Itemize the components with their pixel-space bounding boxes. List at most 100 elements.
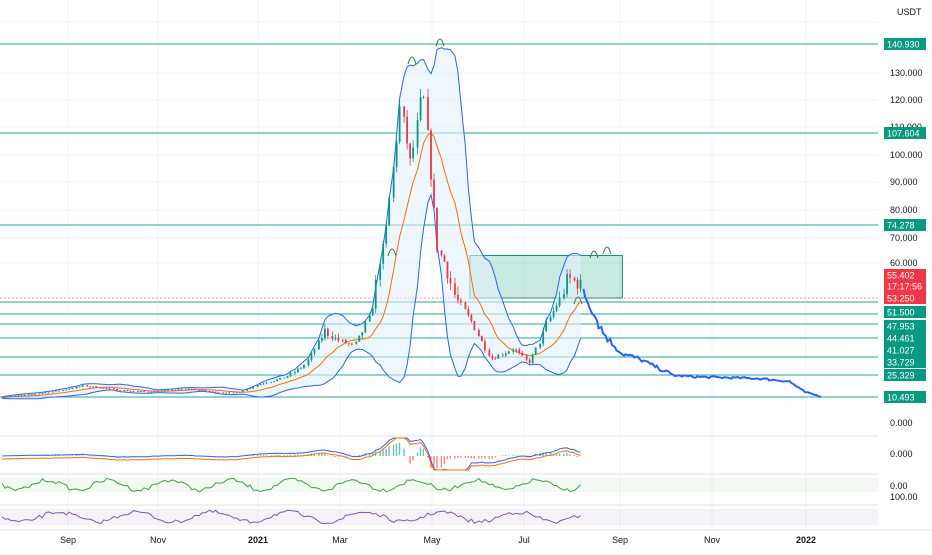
candle-body: [481, 336, 483, 341]
x-tick: Sep: [612, 535, 628, 545]
macd-hist: [457, 456, 458, 458]
candle-body: [148, 392, 150, 393]
candle-body: [239, 392, 241, 393]
x-tick: Jul: [518, 535, 530, 545]
candle-body: [24, 395, 26, 396]
candle-body: [303, 365, 305, 368]
candle-body: [577, 280, 579, 288]
candle-body: [321, 338, 323, 341]
candle-body: [382, 244, 384, 264]
macd-hist: [577, 456, 578, 457]
candle-body: [337, 338, 339, 341]
candle-body: [204, 390, 206, 391]
y-tick: 120.000: [890, 95, 923, 105]
candle-body: [65, 390, 67, 391]
x-tick: 2022: [796, 535, 816, 545]
macd-hist: [478, 456, 479, 458]
candle-body: [228, 392, 230, 393]
macd-hist: [420, 447, 421, 456]
macd-hist: [338, 456, 339, 457]
candle-body: [188, 389, 190, 390]
price-badge: 41.027: [887, 346, 915, 356]
candle-body: [505, 354, 507, 356]
candle-body: [580, 280, 582, 289]
macd-hist: [335, 456, 336, 457]
candle-body: [447, 262, 449, 278]
candle-body: [399, 106, 401, 141]
currency-label: USDT: [897, 7, 922, 17]
macd-hist: [450, 456, 451, 459]
candle-body: [201, 390, 203, 391]
candle-body: [279, 378, 281, 379]
candle-body: [44, 392, 46, 393]
candle-body: [457, 295, 459, 300]
candle-body: [556, 306, 558, 311]
x-tick: 2021: [248, 535, 268, 545]
candle-body: [175, 390, 177, 391]
candle-body: [574, 278, 576, 280]
candle-body: [470, 315, 472, 321]
price-badge: 10.493: [887, 393, 915, 403]
macd-hist: [409, 456, 410, 464]
macd-hist: [508, 455, 509, 456]
price-badge: 140.930: [887, 40, 920, 50]
candle-body: [393, 167, 395, 197]
macd-hist: [76, 455, 77, 456]
candle-body: [194, 389, 196, 390]
candle-body: [385, 226, 387, 244]
candle-body: [379, 264, 381, 280]
candle-body: [508, 352, 510, 354]
candle-body: [109, 388, 111, 389]
candle-body: [460, 300, 462, 302]
candle-body: [270, 382, 272, 383]
macd-hist: [412, 456, 413, 461]
macd-hist: [260, 455, 261, 456]
macd-hist: [82, 455, 83, 456]
candle-body: [10, 396, 12, 397]
macd-hist: [403, 449, 404, 456]
candle-body: [124, 390, 126, 391]
y-tick: 90.000: [890, 177, 918, 187]
candle-body: [403, 106, 405, 116]
x-tick: Nov: [704, 535, 721, 545]
indicator-label: 0.000: [890, 449, 913, 459]
candle-body: [521, 353, 523, 356]
macd-hist: [495, 456, 496, 457]
macd-hist: [515, 455, 516, 456]
candle-body: [478, 330, 480, 336]
candle-body: [444, 255, 446, 261]
indicator-label: 0.000: [890, 418, 913, 428]
candle-body: [497, 355, 499, 359]
macd-hist: [358, 455, 359, 456]
candle-body: [318, 341, 320, 350]
candle-body: [1, 397, 3, 398]
candle-body: [249, 388, 251, 389]
candle-body: [257, 385, 259, 387]
candle-body: [308, 360, 310, 365]
macd-hist: [68, 455, 69, 456]
candle-body: [484, 341, 486, 350]
macd-hist: [474, 456, 475, 459]
candle-body: [133, 391, 135, 392]
candle-body: [31, 394, 33, 395]
candle-body: [563, 294, 565, 298]
candle-body: [143, 391, 145, 392]
candle-body: [127, 390, 129, 391]
macd-hist: [321, 454, 322, 456]
macd-hist: [396, 444, 397, 456]
candle-body: [151, 392, 153, 393]
candle-body: [433, 180, 435, 208]
candle-body: [18, 395, 20, 396]
candle-body: [68, 389, 70, 390]
y-tick: 100.000: [890, 150, 923, 160]
macd-hist: [79, 455, 80, 456]
price-badge: 53.250: [887, 294, 915, 304]
macd-hist: [574, 455, 575, 456]
candle-body: [430, 130, 432, 179]
candle-body: [82, 385, 84, 386]
macd-hist: [559, 453, 560, 456]
candle-body: [218, 393, 220, 394]
candle-body: [79, 387, 81, 388]
macd-hist: [116, 456, 117, 457]
